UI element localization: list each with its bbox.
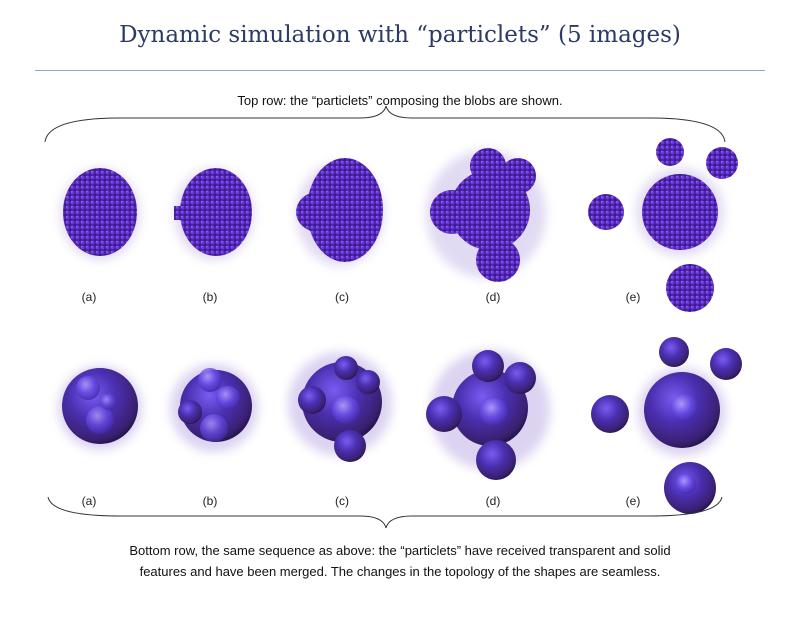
bottom-brace: [47, 496, 723, 529]
merged-blob-b: [170, 364, 258, 452]
particle-blob-b: [174, 168, 254, 260]
particle-blob-d: [426, 148, 546, 282]
title-rule: [35, 70, 765, 71]
top-label-b: (b): [202, 290, 218, 304]
top-label-a: (a): [81, 290, 97, 304]
bottom-label-a: (a): [81, 494, 97, 508]
top-row-caption: Top row: the “particlets” composing the …: [237, 93, 563, 108]
top-label-c: (c): [335, 290, 349, 304]
page-title: Dynamic simulation with “particlets” (5 …: [119, 22, 681, 48]
bottom-caption-line-2: features and have been merged. The chang…: [139, 564, 661, 579]
top-label-e: (e): [625, 290, 641, 304]
merged-blob-d: [426, 350, 550, 480]
particle-blob-e: [588, 138, 738, 312]
bottom-label-b: (b): [202, 494, 218, 508]
merged-blob-a: [58, 366, 142, 450]
top-label-d: (d): [485, 290, 501, 304]
bottom-label-e: (e): [625, 494, 641, 508]
bottom-row-caption: Bottom row, the same sequence as above: …: [0, 540, 800, 582]
particle-blob-c: [296, 158, 384, 266]
merged-blob-c: [288, 352, 392, 462]
merged-blob-e: [591, 337, 742, 514]
particle-blob-a: [60, 168, 140, 260]
top-brace: [44, 105, 726, 143]
bottom-label-d: (d): [485, 494, 501, 508]
bottom-caption-line-1: Bottom row, the same sequence as above: …: [129, 543, 671, 558]
bottom-label-c: (c): [335, 494, 349, 508]
